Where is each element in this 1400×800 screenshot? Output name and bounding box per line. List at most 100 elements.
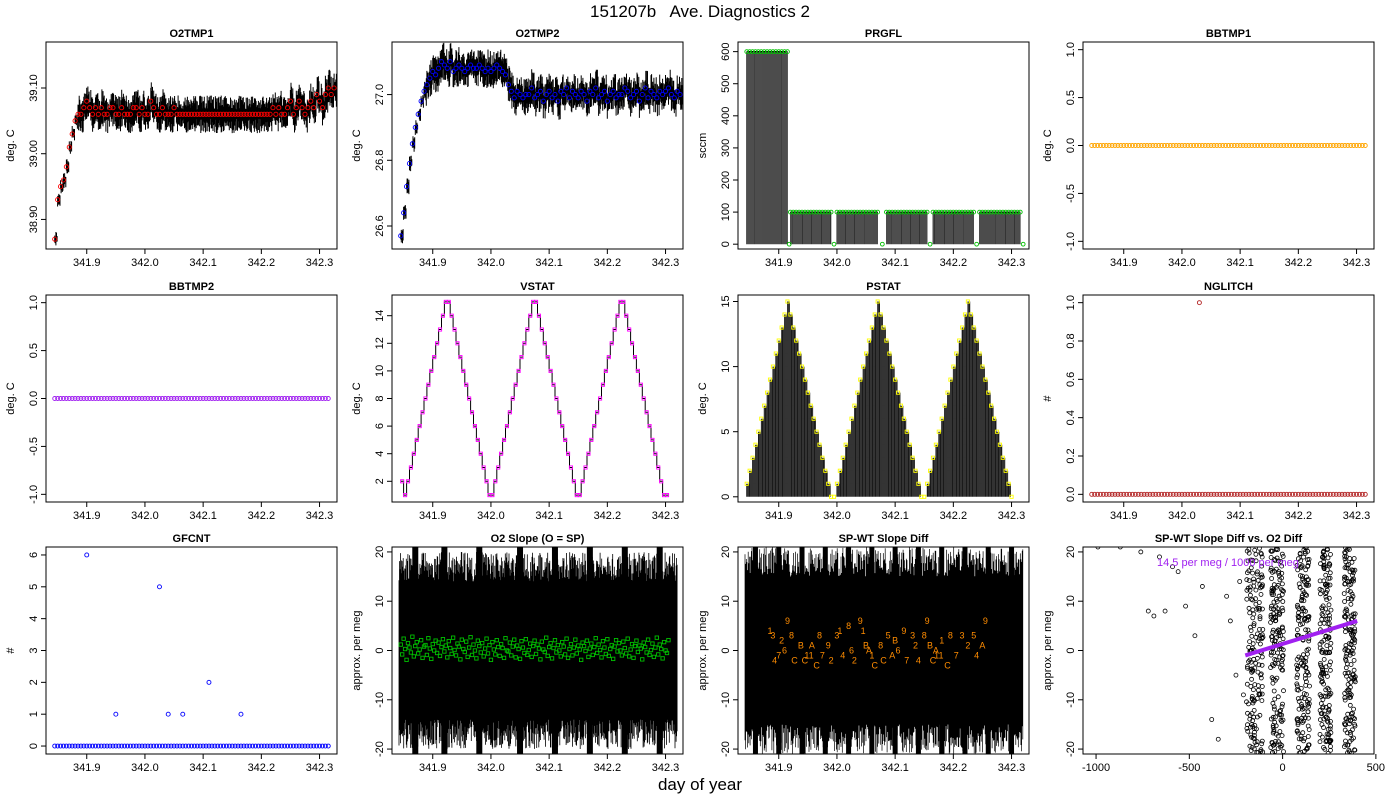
scatter-point — [1271, 592, 1276, 597]
scatter-point — [1271, 688, 1277, 694]
cycle-label: 2 — [965, 641, 970, 651]
x-tick-label: 341.9 — [73, 762, 101, 774]
scatter-point — [1253, 601, 1259, 607]
data-point — [747, 49, 752, 54]
scatter-point — [1299, 660, 1304, 666]
data-point — [1336, 143, 1342, 148]
data-point — [450, 69, 456, 75]
scatter-point — [1317, 732, 1323, 737]
data-point — [604, 98, 610, 104]
scatter-point — [1344, 688, 1350, 694]
x-tick-label: 342.2 — [1285, 257, 1313, 269]
data-point — [571, 645, 577, 650]
scatter-point — [1192, 633, 1198, 639]
scatter-point — [1268, 548, 1274, 554]
data-point — [971, 325, 976, 330]
scatter-point — [1252, 665, 1258, 671]
data-point — [168, 111, 174, 117]
data-point — [142, 396, 148, 401]
data-point — [293, 396, 299, 401]
data-point — [1095, 491, 1101, 497]
data-point — [212, 111, 218, 117]
scatter-point — [1271, 727, 1277, 733]
data-point — [218, 743, 224, 749]
cycle-label: C — [791, 655, 798, 665]
data-point — [410, 634, 415, 639]
cycle-label: 6 — [896, 646, 901, 656]
data-point — [1006, 481, 1011, 486]
data-point — [55, 396, 61, 401]
data-point — [316, 98, 323, 104]
data-point — [459, 637, 464, 642]
data-point — [104, 396, 110, 401]
data-point — [666, 638, 671, 643]
scatter-point — [1251, 623, 1257, 629]
scatter-point — [1294, 681, 1300, 687]
scatter-point — [1246, 605, 1252, 611]
scatter-point — [1348, 684, 1353, 690]
scatter-point — [1233, 672, 1239, 678]
data-point — [154, 743, 160, 749]
scatter-point — [1352, 567, 1358, 573]
data-point — [538, 657, 543, 662]
data-point — [881, 325, 886, 330]
scatter-point — [1323, 664, 1329, 670]
data-point — [866, 209, 872, 215]
data-point — [1106, 143, 1112, 148]
data-point — [151, 105, 157, 111]
data-point — [1319, 143, 1325, 148]
data-point — [279, 111, 285, 117]
data-point — [561, 92, 567, 98]
data-point — [464, 382, 469, 387]
data-point — [898, 403, 904, 408]
data-point — [528, 313, 533, 318]
scatter-point — [1319, 616, 1325, 622]
data-point — [959, 209, 965, 215]
data-point — [494, 62, 500, 68]
data-point — [127, 396, 133, 401]
scatter-point — [1247, 587, 1253, 593]
data-point — [529, 85, 535, 91]
data-point — [674, 88, 680, 94]
data-point — [258, 111, 264, 117]
data-point — [1266, 491, 1272, 497]
data-point — [785, 49, 790, 54]
scatter-point — [1301, 579, 1307, 584]
data-point — [791, 325, 796, 330]
data-point — [1144, 491, 1150, 497]
y-tick-label: 2 — [374, 478, 386, 484]
data-point — [411, 654, 416, 659]
data-point — [796, 209, 802, 215]
data-point — [509, 653, 514, 658]
scatter-point — [1351, 576, 1356, 582]
data-point — [647, 652, 652, 658]
data-point — [200, 743, 206, 749]
data-point — [434, 650, 440, 656]
scatter-point — [1326, 563, 1332, 569]
data-point — [997, 209, 1003, 215]
data-point — [595, 410, 600, 415]
data-point — [1237, 143, 1243, 148]
data-point — [1223, 491, 1229, 497]
data-point — [1255, 143, 1261, 148]
cycle-label: 2 — [779, 636, 784, 646]
x-tick-label: 341.9 — [765, 257, 793, 269]
data-point — [61, 396, 66, 401]
x-tick-label: 342.2 — [594, 762, 622, 774]
data-point — [986, 390, 991, 395]
scatter-point — [1237, 579, 1243, 584]
data-point — [151, 396, 157, 401]
cycle-label: A — [809, 641, 815, 651]
data-point — [826, 481, 831, 486]
data-point — [229, 743, 235, 749]
data-point — [1228, 491, 1234, 497]
scatter-point — [1345, 670, 1351, 676]
scatter-point — [1342, 556, 1348, 562]
data-point — [90, 111, 96, 117]
scatter-point — [1247, 610, 1253, 616]
data-point — [634, 638, 639, 643]
data-point — [539, 327, 544, 332]
data-point — [474, 656, 479, 661]
